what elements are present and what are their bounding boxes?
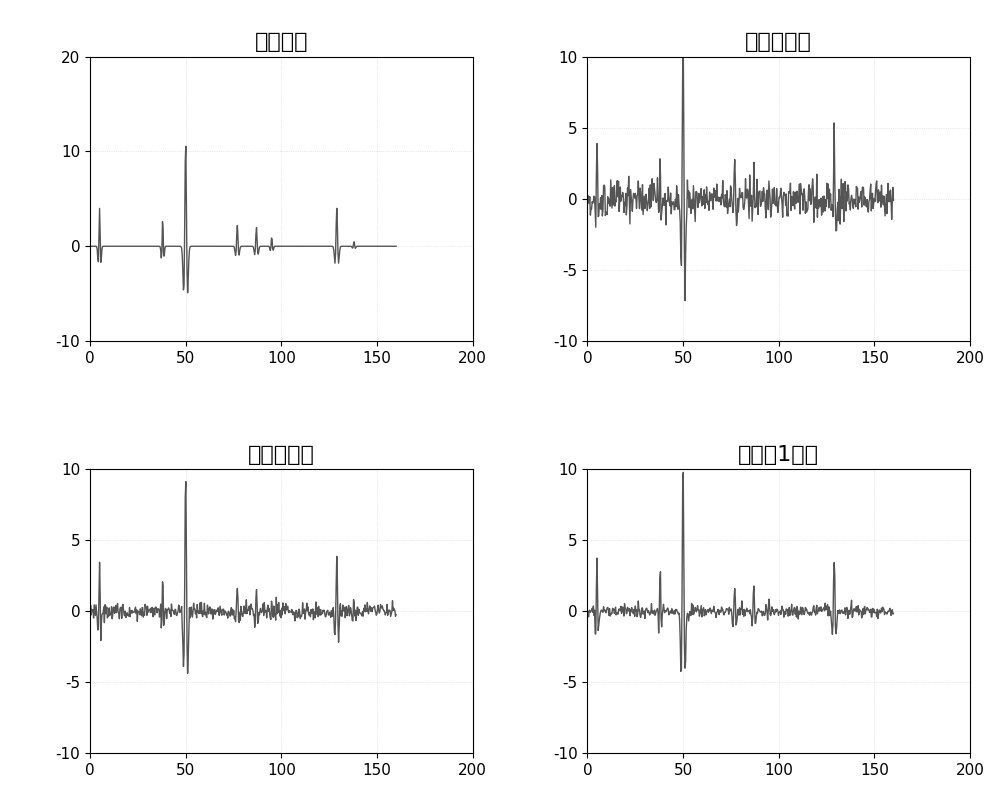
Title: 硬阈值处理: 硬阈值处理 bbox=[745, 32, 812, 53]
Title: 新阈值1处理: 新阈值1处理 bbox=[738, 445, 819, 465]
Title: 软阈值处理: 软阈值处理 bbox=[248, 445, 315, 465]
Title: 原始信号: 原始信号 bbox=[255, 32, 308, 53]
